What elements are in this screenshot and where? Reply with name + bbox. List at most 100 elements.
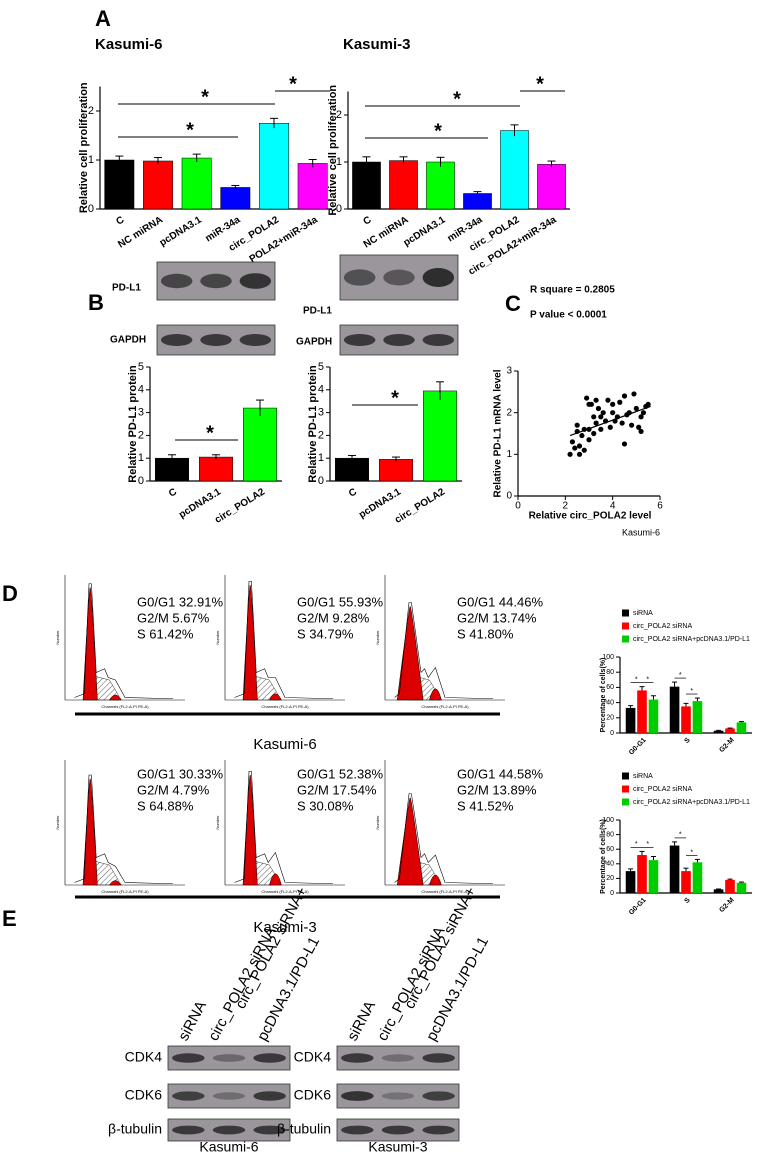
point	[621, 393, 628, 399]
legend-swatch	[622, 622, 629, 630]
blot-band	[212, 1054, 246, 1062]
point	[595, 405, 602, 412]
legend-swatch	[622, 785, 629, 793]
blot-cell-line: Kasumi-3	[368, 1139, 427, 1155]
y-tick-label: 2	[506, 407, 512, 418]
y-tick-label: 60	[606, 846, 614, 853]
y-tick-label: 5	[138, 361, 144, 373]
blot-row-label: CDK4	[125, 1049, 163, 1065]
point	[574, 422, 580, 428]
flow-stat: S 64.88%	[137, 798, 194, 813]
legend-label: siRNA	[633, 773, 653, 780]
significance-star: *	[690, 849, 693, 856]
x-tick-label: C	[362, 214, 374, 227]
point	[640, 410, 647, 416]
point	[636, 424, 642, 430]
lane-label: circ_POLA2 siRNA+	[232, 884, 311, 1012]
significance-star: *	[206, 422, 214, 444]
y-tick-label: 1	[318, 452, 324, 464]
flow-g2-peak	[269, 693, 282, 701]
x-tick-label: S	[683, 737, 691, 745]
point	[581, 447, 587, 453]
point	[600, 410, 606, 416]
blot-band	[172, 1091, 205, 1101]
chart-title: Kasumi-3	[343, 36, 411, 53]
blot-band	[341, 1053, 374, 1063]
point	[605, 397, 611, 403]
y-tick-label: 80	[606, 669, 614, 676]
bar	[692, 701, 703, 733]
y-tick-label: 20	[606, 715, 614, 722]
flow-stat: G2/M 17.54%	[297, 782, 377, 797]
significance-star: *	[434, 120, 442, 142]
x-axis-label: Relative circ_POLA2 level	[529, 511, 652, 522]
bar	[389, 160, 418, 210]
x-tick-label: pcDNA3.1	[402, 214, 448, 249]
flow-g2-peak	[108, 694, 122, 701]
lane-label: siRNA	[175, 998, 210, 1044]
point	[579, 432, 585, 439]
blot-band	[383, 334, 415, 346]
blot-band	[172, 1053, 205, 1063]
point	[569, 439, 576, 445]
blot-band	[253, 1091, 286, 1101]
y-tick-label: 0	[336, 203, 342, 215]
bar	[637, 690, 647, 733]
flow-stat: G0/G1 44.58%	[457, 766, 543, 781]
y-tick-label: 0	[610, 890, 614, 897]
legend-label: circ_POLA2 siRNA	[633, 623, 692, 630]
y-tick-label: 3	[138, 407, 144, 419]
y-tick-label: 0	[610, 730, 614, 737]
significance-star: *	[690, 688, 693, 695]
blot-band	[212, 1092, 246, 1100]
point	[576, 451, 583, 457]
bar	[243, 407, 277, 482]
bar	[681, 706, 691, 733]
panel-label: E	[2, 906, 17, 931]
bar	[713, 889, 724, 893]
y-tick-label: 1	[506, 449, 512, 460]
trendline	[569, 405, 651, 437]
bar	[648, 699, 659, 733]
point	[621, 441, 628, 447]
blot-band	[422, 334, 455, 346]
x-tick-label: pcDNA3.1	[158, 214, 204, 249]
legend-swatch	[622, 635, 629, 643]
legend-swatch	[622, 798, 629, 806]
point	[586, 401, 592, 407]
flow-stat: S 41.80%	[457, 626, 514, 641]
point	[584, 395, 590, 401]
y-tick-label: 5	[318, 361, 324, 373]
point	[591, 430, 597, 437]
x-tick-label: C	[347, 486, 359, 499]
y-tick-label: 0	[506, 491, 512, 502]
blot-band	[200, 273, 232, 289]
flow-g1-peak	[396, 797, 424, 886]
y-tick-label: 3	[506, 366, 512, 377]
blot-band	[381, 1092, 415, 1100]
y-tick-label: 4	[138, 384, 144, 396]
x-tick-label: 6	[657, 501, 663, 512]
x-tick-label: C	[167, 486, 179, 499]
y-axis-label: Relative cell proliferation	[78, 82, 90, 213]
bar	[669, 845, 680, 893]
bar	[725, 728, 735, 733]
blot-cell-line: Kasumi-6	[199, 1139, 258, 1155]
y-axis-label: Relative PD-L1 protein	[307, 365, 319, 483]
blot-row-label: GAPDH	[296, 337, 332, 348]
y-tick-label: 2	[88, 105, 94, 117]
lane-label: siRNA	[344, 998, 379, 1044]
x-tick-label: G2-M	[718, 737, 735, 754]
flow-y-label: Number	[55, 815, 60, 830]
bar	[104, 159, 135, 210]
flow-stat: G2/M 4.79%	[137, 782, 210, 797]
y-axis-label: Relative PD-L1 mRNA level	[493, 369, 504, 497]
flow-stat: G0/G1 32.91%	[137, 594, 223, 609]
bar	[423, 390, 457, 482]
y-axis-label: Percentage of cells(%)	[600, 819, 607, 894]
x-tick-label: 2	[563, 501, 569, 512]
x-tick-label: G0-G1	[628, 897, 648, 917]
point	[617, 399, 623, 405]
blot-row-label: β-tubulin	[277, 1121, 331, 1137]
point	[619, 420, 625, 426]
